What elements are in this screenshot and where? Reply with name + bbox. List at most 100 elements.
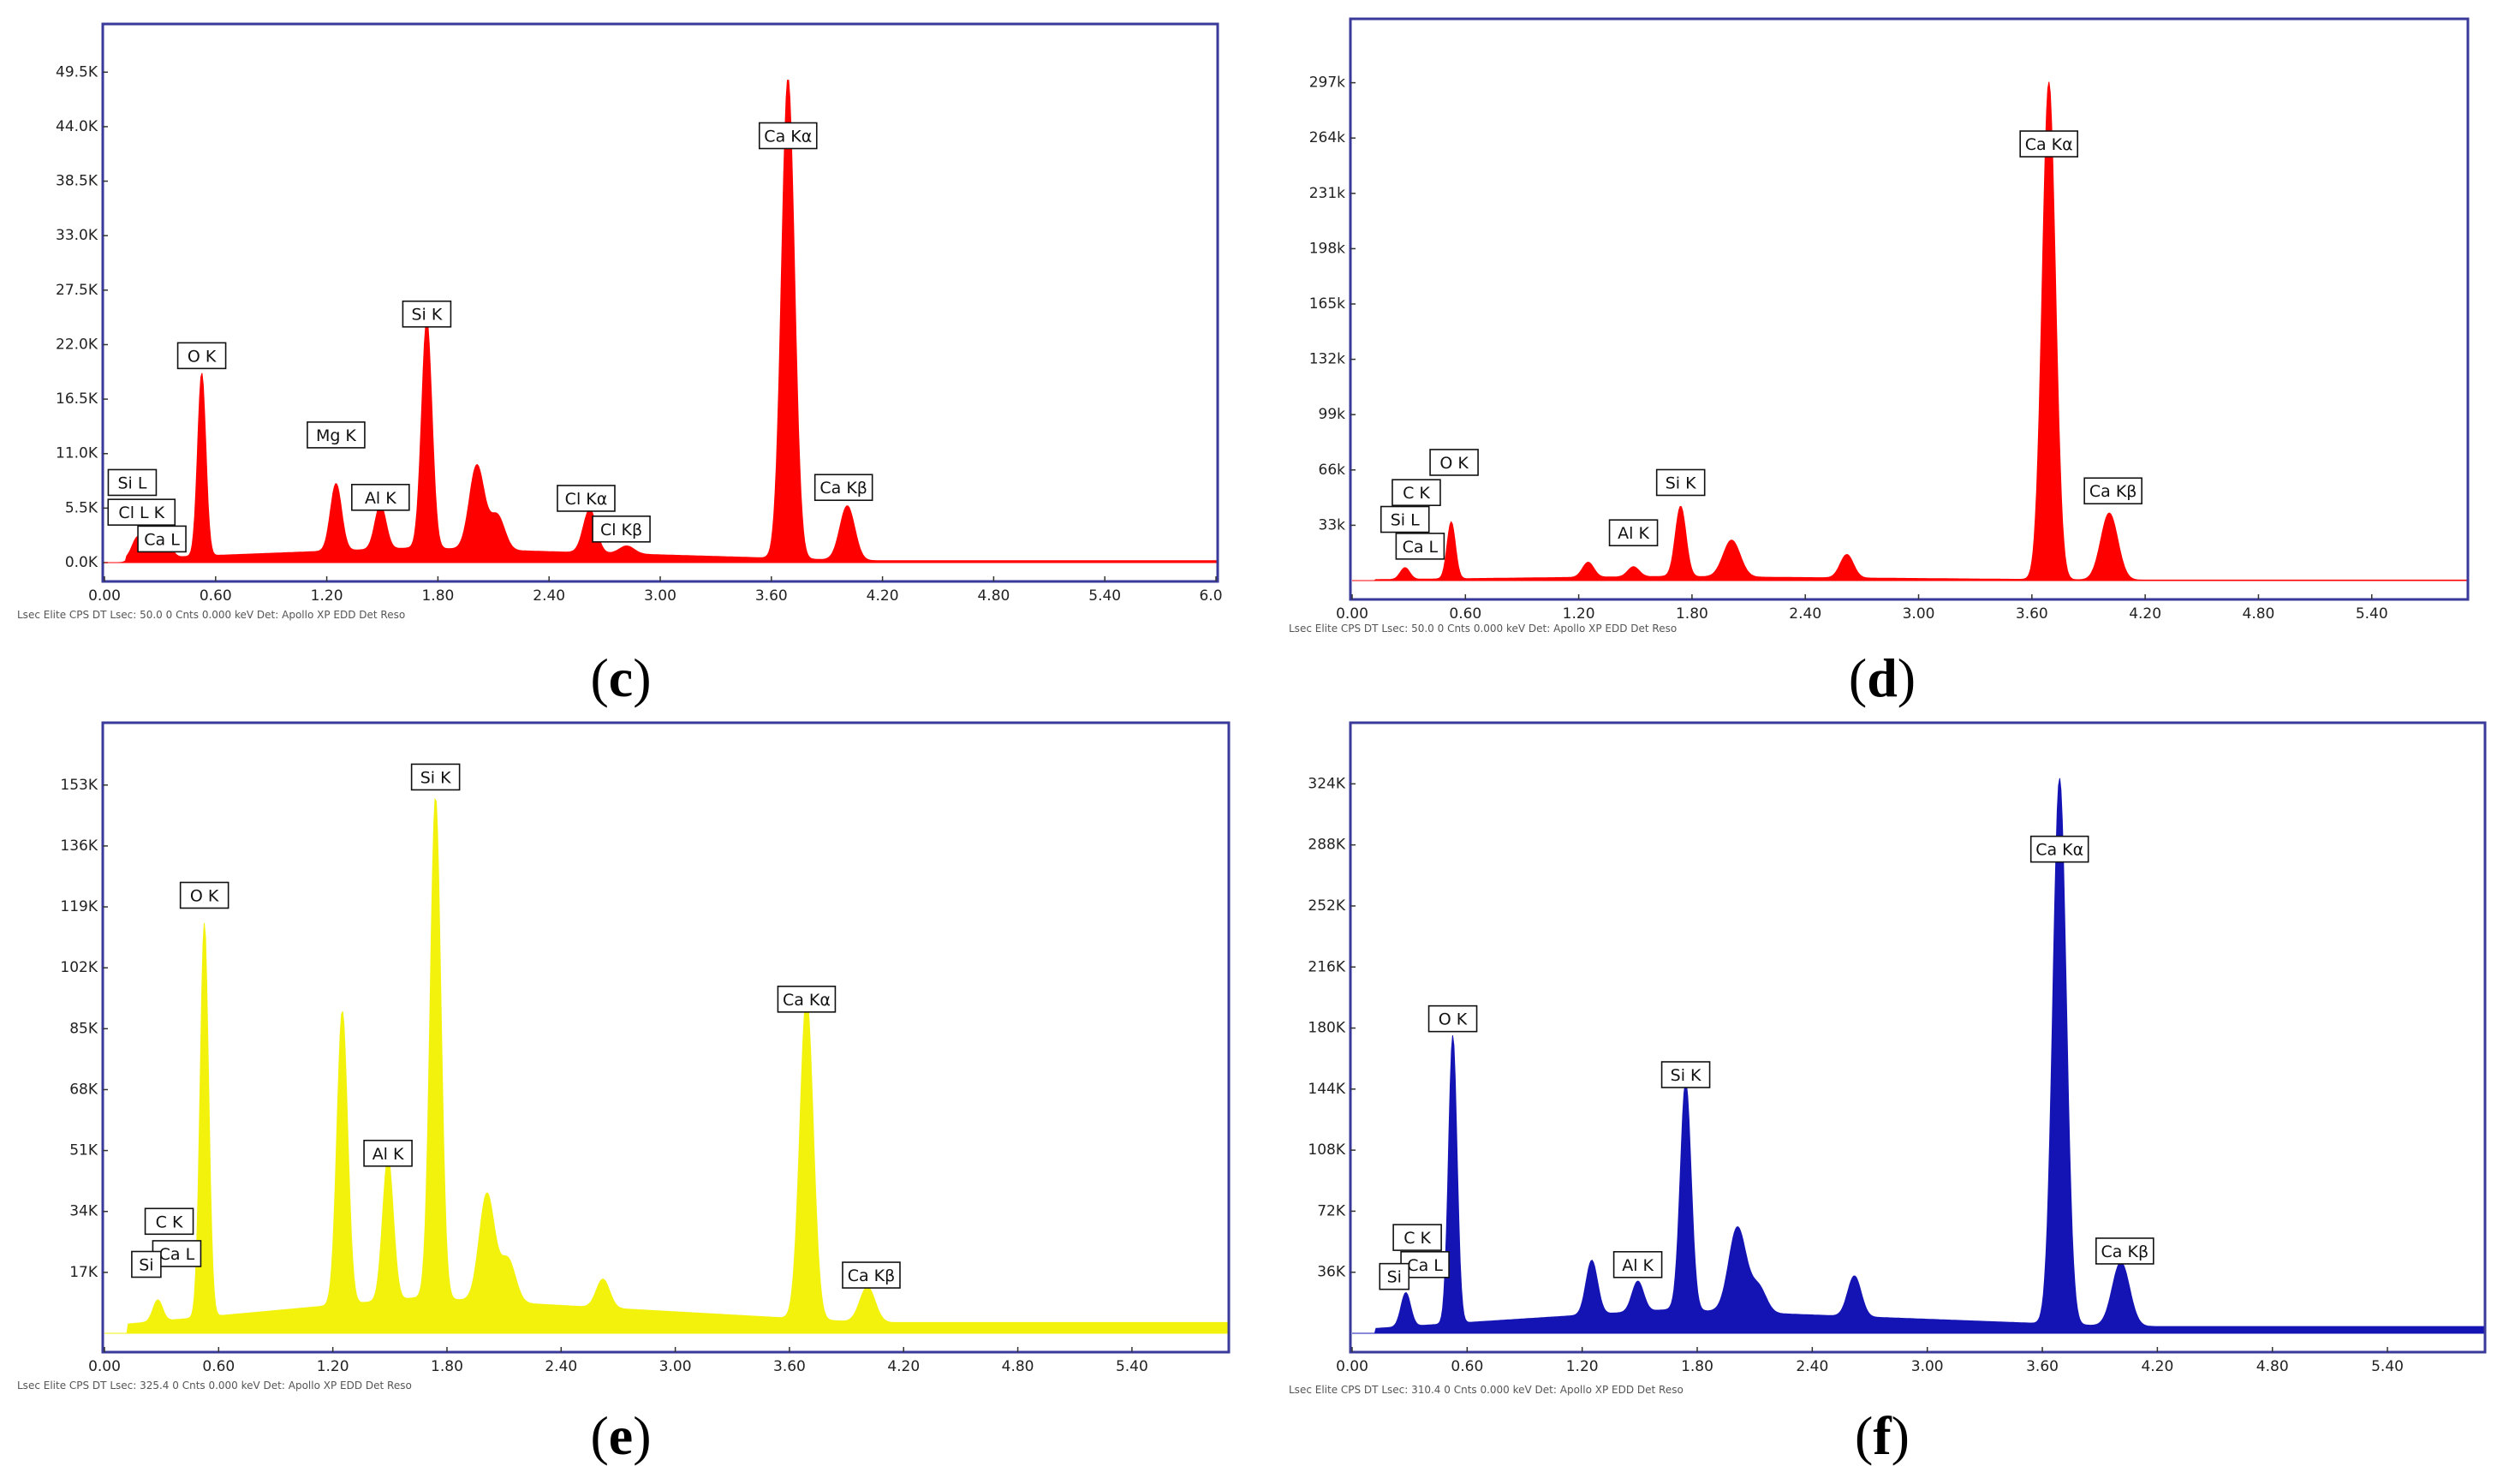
peak-label-text: Si K bbox=[1666, 474, 1696, 492]
peak-label-text: Ca Kβ bbox=[819, 479, 867, 498]
y-tick-label: 51K bbox=[69, 1142, 98, 1159]
spectrum-area bbox=[104, 797, 1228, 1334]
peak-label: Ca L bbox=[137, 525, 187, 553]
y-tick-label: 44.0K bbox=[56, 118, 98, 135]
peak-label: Ca Kβ bbox=[2095, 1237, 2154, 1265]
peak-label-text: Cl Kβ bbox=[600, 521, 642, 539]
x-tick-label: 0.00 bbox=[88, 1358, 121, 1375]
peak-label: Ca L bbox=[1395, 533, 1445, 560]
x-tick-label: 4.80 bbox=[1002, 1358, 1034, 1375]
peak-label-box bbox=[592, 516, 651, 543]
peak-label-box bbox=[137, 525, 187, 553]
peak-label-text: Ca Kβ bbox=[848, 1266, 896, 1285]
x-ticks: 0.00 0.60 1.20 1.80 2.40 3.00 3.60 4.20 4.80 5.40 bbox=[1336, 594, 2388, 623]
peak-label: O K bbox=[176, 342, 227, 370]
y-tick-label: 99k bbox=[1319, 406, 1346, 423]
y-tick-label: 102K bbox=[60, 959, 98, 976]
x-tick-label: 4.80 bbox=[977, 587, 1010, 605]
caption-f: (f) bbox=[1797, 1404, 1968, 1468]
peak-label-box bbox=[2095, 1237, 2154, 1265]
x-tick-label: 2.40 bbox=[1789, 605, 1821, 623]
y-tick-label: 324K bbox=[1308, 775, 1345, 792]
peak-label-box bbox=[1429, 449, 1479, 476]
y-ticks: 0.0K 5.5K 11.0K 16.5K 22.0K 27.5K 33.0K 38.5K 44… bbox=[56, 63, 108, 571]
caption-letter: f bbox=[1873, 1405, 1892, 1466]
peak-label-box bbox=[557, 485, 616, 512]
y-tick-label: 231k bbox=[1309, 185, 1345, 202]
peak-label: Mg K bbox=[307, 421, 366, 449]
y-tick-label: 49.5K bbox=[56, 63, 98, 80]
y-ticks: 17K 34K 51K 68K 85K 102K 119K 136K 153K bbox=[60, 777, 108, 1281]
peak-label-text: O K bbox=[1439, 454, 1469, 473]
y-tick-label: 288K bbox=[1308, 837, 1345, 854]
peak-label-box bbox=[107, 498, 176, 526]
plot-frame bbox=[1349, 17, 2470, 601]
peak-label-text: Ca Kα bbox=[2025, 135, 2073, 154]
y-tick-label: 132k bbox=[1309, 351, 1345, 368]
peak-label-text: Si K bbox=[420, 768, 451, 787]
peak-label-text: Ca Kα bbox=[764, 127, 812, 146]
caption-c: (c) bbox=[535, 647, 706, 710]
x-tick-label: 5.40 bbox=[1116, 1358, 1148, 1375]
peak-label: Ca Kα bbox=[2029, 835, 2089, 863]
y-tick-label: 27.5K bbox=[56, 282, 98, 299]
y-tick-label: 34K bbox=[69, 1203, 98, 1220]
x-tick-label: 3.00 bbox=[644, 587, 676, 605]
y-tick-label: 165k bbox=[1309, 295, 1345, 313]
x-tick-label: 0.60 bbox=[200, 587, 232, 605]
caption-open: ( bbox=[1855, 1405, 1874, 1466]
spectrum-area bbox=[1352, 81, 2467, 581]
peak-label-box bbox=[402, 300, 452, 328]
peak-label: Si L bbox=[1380, 505, 1430, 533]
peak-label-box bbox=[777, 986, 837, 1013]
caption-close: ) bbox=[633, 1405, 652, 1466]
peak-label: O K bbox=[1427, 1004, 1478, 1033]
peak-label-box bbox=[1392, 1224, 1442, 1251]
x-tick-label: 0.00 bbox=[1336, 1358, 1368, 1375]
x-tick-label: 4.20 bbox=[2129, 605, 2161, 623]
peak-label-box bbox=[1612, 1250, 1663, 1278]
y-tick-label: 85K bbox=[69, 1020, 98, 1037]
peak-label-box bbox=[1395, 533, 1445, 560]
peak-label: Ca Kβ bbox=[813, 474, 873, 502]
peak-label-text: C K bbox=[1403, 1229, 1431, 1248]
x-tick-label: 4.80 bbox=[2256, 1358, 2289, 1375]
y-tick-label: 33k bbox=[1319, 516, 1346, 533]
x-tick-label: 0.00 bbox=[1336, 605, 1368, 623]
peak-label-box bbox=[2083, 477, 2142, 505]
plot-frame bbox=[101, 22, 1219, 583]
x-tick-label: 1.20 bbox=[317, 1358, 349, 1375]
y-ticks: 33k 66k 99k 132k 165k 198k 231k 264k 297k bbox=[1309, 74, 1356, 533]
plot-frame bbox=[1349, 721, 2487, 1354]
x-tick-label: 5.40 bbox=[2371, 1358, 2404, 1375]
peak-label-box bbox=[144, 1207, 194, 1236]
peak-label: Ca Kβ bbox=[2083, 477, 2142, 505]
y-tick-label: 36K bbox=[1317, 1264, 1346, 1281]
peak-label-box bbox=[131, 1250, 162, 1278]
peak-label-text: O K bbox=[190, 886, 219, 905]
x-tick-label: 2.40 bbox=[1796, 1358, 1828, 1375]
x-tick-label: 4.20 bbox=[887, 1358, 920, 1375]
y-tick-label: 5.5K bbox=[65, 499, 98, 516]
spectrum-area bbox=[1352, 778, 2484, 1334]
caption-close: ) bbox=[1891, 1405, 1910, 1466]
x-tick-label: 1.80 bbox=[431, 1358, 463, 1375]
status-footer: Lsec Elite CPS DT Lsec: 50.0 0 Cnts 0.00… bbox=[1289, 623, 1677, 634]
spectrum-panel-c: 0.0K 5.5K 11.0K 16.5K 22.0K 27.5K 33.0K 38.5K 44… bbox=[17, 22, 1223, 621]
y-tick-label: 16.5K bbox=[56, 390, 98, 408]
x-tick-label: 5.40 bbox=[2356, 605, 2388, 623]
y-tick-label: 66k bbox=[1319, 462, 1346, 479]
y-tick-label: 119K bbox=[60, 898, 98, 915]
caption-close: ) bbox=[633, 647, 652, 708]
x-tick-label: 1.80 bbox=[1676, 605, 1708, 623]
y-tick-label: 17K bbox=[69, 1264, 98, 1281]
peak-label-box bbox=[1392, 479, 1441, 507]
caption-letter: e bbox=[608, 1405, 634, 1466]
y-tick-label: 252K bbox=[1308, 897, 1345, 915]
x-tick-label: 3.60 bbox=[2016, 605, 2048, 623]
y-ticks: 36K 72K 108K 144K 180K 216K 252K 288K 324K bbox=[1308, 775, 1356, 1281]
peak-label-text: Cl Kα bbox=[565, 490, 608, 509]
peak-label-box bbox=[1655, 468, 1706, 497]
x-ticks: 0.00 0.60 1.20 1.80 2.40 3.00 3.60 4.20 4.80 5.40 bbox=[1336, 1347, 2404, 1375]
